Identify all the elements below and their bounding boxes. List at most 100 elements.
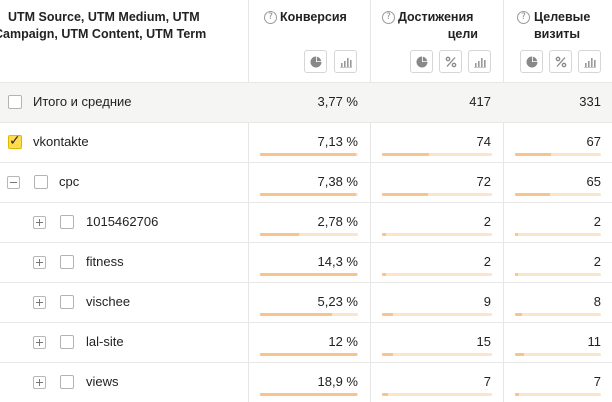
value-bar [382, 273, 492, 276]
metric-header[interactable]: ? Целевые визиты [515, 0, 601, 82]
table-row[interactable]: vischee 5,23 % 9 8 [0, 282, 612, 322]
metric-value: 9 [483, 294, 491, 309]
collapse-icon[interactable] [7, 176, 20, 189]
metric-value: 2 [483, 214, 491, 229]
expand-icon[interactable] [33, 336, 46, 349]
expand-icon[interactable] [33, 216, 46, 229]
table-row[interactable]: cpc 7,38 % 72 65 [0, 162, 612, 202]
dimension-column-title[interactable]: UTM Source, UTM Medium, UTM Campaign, UT… [0, 9, 246, 43]
value-bar-fill [382, 153, 429, 156]
percent-view-button[interactable] [549, 50, 572, 73]
metric-value: 8 [593, 294, 601, 309]
expand-icon[interactable] [33, 296, 46, 309]
metric-title: Целевые визиты [534, 9, 590, 43]
value-bar [260, 353, 358, 356]
value-bar-fill [260, 353, 357, 356]
row-label[interactable]: fitness [86, 254, 124, 269]
bar-chart-view-button[interactable] [468, 50, 491, 73]
column-divider [370, 0, 371, 402]
table-row[interactable]: fitness 14,3 % 2 2 [0, 242, 612, 282]
value-bar-fill [515, 193, 550, 196]
row-label[interactable]: lal-site [86, 334, 124, 349]
row-label[interactable]: cpc [59, 174, 80, 189]
value-bar-fill [260, 153, 356, 156]
row-label[interactable]: vischee [86, 294, 131, 309]
row-checkbox[interactable]: ✓ [8, 133, 22, 149]
value-bar-fill [260, 273, 357, 276]
value-bar-fill [515, 153, 551, 156]
metric-header[interactable]: ? Достижения цели [382, 0, 492, 82]
metric-value: 417 [469, 94, 491, 109]
value-bar-fill [382, 193, 428, 196]
metric-header[interactable]: ? Конверсия [260, 0, 360, 82]
metric-value: 18,9 % [317, 374, 358, 389]
row-checkbox[interactable] [8, 95, 22, 109]
value-bar-fill [515, 273, 518, 276]
value-bar-fill [382, 273, 386, 276]
bar-chart-view-button[interactable] [334, 50, 357, 73]
metric-value: 12 % [328, 334, 358, 349]
value-bar [260, 273, 358, 276]
value-bar-fill [515, 313, 522, 316]
value-bar [382, 353, 492, 356]
help-icon[interactable]: ? [517, 11, 530, 24]
table-row[interactable]: 1015462706 2,78 % 2 2 [0, 202, 612, 242]
metric-value: 2 [593, 214, 601, 229]
expand-icon[interactable] [33, 376, 46, 389]
value-bar [515, 233, 601, 236]
value-bar [382, 153, 492, 156]
table-row[interactable]: ✓ vkontakte 7,13 % 74 67 [0, 122, 612, 162]
table-row[interactable]: views 18,9 % 7 7 [0, 362, 612, 402]
row-checkbox[interactable] [34, 175, 48, 189]
metric-value: 7,13 % [317, 134, 358, 149]
value-bar [260, 233, 358, 236]
metric-value: 7,38 % [317, 174, 358, 189]
value-bar [260, 153, 358, 156]
metric-title: Конверсия [280, 9, 347, 26]
pie-chart-view-button[interactable] [520, 50, 543, 73]
metric-value: 2 [483, 254, 491, 269]
value-bar-fill [515, 393, 519, 396]
table-row[interactable]: lal-site 12 % 15 11 [0, 322, 612, 362]
dimension-title-line1: UTM Source, UTM Medium, UTM [8, 10, 200, 24]
value-bar [260, 313, 358, 316]
value-bar [515, 273, 601, 276]
metric-value: 7 [483, 374, 491, 389]
row-label[interactable]: vkontakte [33, 134, 89, 149]
metric-value: 11 [587, 334, 602, 349]
percent-view-button[interactable] [439, 50, 462, 73]
value-bar-fill [260, 193, 356, 196]
row-checkbox[interactable] [60, 375, 74, 389]
metric-value: 74 [476, 134, 491, 149]
metric-title-line1: Достижения [398, 10, 474, 24]
value-bar-fill [382, 393, 388, 396]
value-bar [515, 153, 601, 156]
value-bar [515, 393, 601, 396]
row-checkbox[interactable] [60, 295, 74, 309]
metric-title: Достижения цели [398, 9, 478, 43]
row-label[interactable]: Итого и средние [33, 94, 132, 109]
row-checkbox[interactable] [60, 215, 74, 229]
help-icon[interactable]: ? [382, 11, 395, 24]
expand-icon[interactable] [33, 256, 46, 269]
column-divider [248, 0, 249, 402]
metric-title-line1: Конверсия [280, 10, 347, 24]
metric-value: 2 [593, 254, 601, 269]
value-bar [515, 313, 601, 316]
row-checkbox[interactable] [60, 255, 74, 269]
value-bar [382, 393, 492, 396]
value-bar [515, 353, 601, 356]
bar-chart-view-button[interactable] [578, 50, 601, 73]
help-icon[interactable]: ? [264, 11, 277, 24]
pie-chart-view-button[interactable] [410, 50, 433, 73]
metric-value: 5,23 % [317, 294, 358, 309]
row-checkbox[interactable] [60, 335, 74, 349]
value-bar [260, 193, 358, 196]
value-bar [382, 313, 492, 316]
totals-row[interactable]: Итого и средние 3,77 % 417 331 [0, 82, 612, 122]
row-label[interactable]: 1015462706 [86, 214, 159, 229]
metric-value: 67 [586, 134, 601, 149]
row-label[interactable]: views [86, 374, 119, 389]
value-bar-fill [515, 353, 524, 356]
pie-chart-view-button[interactable] [304, 50, 327, 73]
